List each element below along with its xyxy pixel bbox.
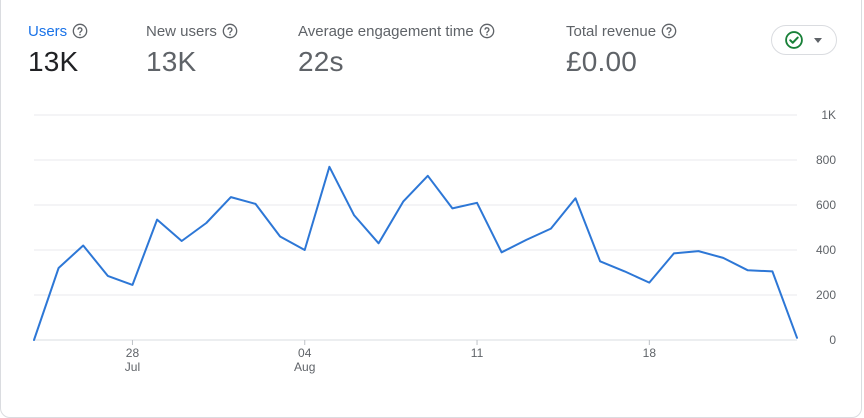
metric-users-label: Users <box>28 22 68 40</box>
metric-average-engagement-time-value: 22s <box>298 46 344 77</box>
x-tick-month-label: Aug <box>294 360 315 374</box>
y-tick-label: 1K <box>821 108 836 122</box>
x-tick-label: 28 <box>126 346 140 360</box>
series-line <box>33 165 798 341</box>
help-circle-icon[interactable] <box>661 23 677 39</box>
metric-average-engagement-time-label: Average engagement time <box>298 22 474 40</box>
y-tick-label: 400 <box>816 243 836 257</box>
help-circle-icon[interactable] <box>72 23 88 39</box>
y-tick-label: 0 <box>829 333 836 347</box>
metric-new-users[interactable]: New users 13K <box>146 20 238 78</box>
x-tick-label: 18 <box>643 346 657 360</box>
metric-average-engagement-time[interactable]: Average engagement time 22s <box>298 20 495 78</box>
metric-new-users-value: 13K <box>146 46 197 77</box>
y-tick-label: 600 <box>816 198 836 212</box>
check-circle-icon <box>785 31 803 49</box>
y-tick-label: 200 <box>816 288 836 302</box>
metric-total-revenue[interactable]: Total revenue £0.00 <box>566 20 677 78</box>
metric-new-users-label: New users <box>146 22 217 40</box>
x-tick-label: 11 <box>471 346 484 360</box>
x-tick-label: 04 <box>298 346 312 360</box>
x-tick-month-label: Jul <box>125 360 140 374</box>
data-quality-status-button[interactable] <box>771 25 837 55</box>
caret-down-icon <box>814 38 822 43</box>
users-line-chart: 0 200 400 600 800 1K 28 Jul 04 Aug 11 18 <box>0 100 864 390</box>
help-circle-icon[interactable] <box>222 23 238 39</box>
help-circle-icon[interactable] <box>479 23 495 39</box>
y-tick-label: 800 <box>816 153 836 167</box>
metric-total-revenue-value: £0.00 <box>566 46 638 77</box>
metric-total-revenue-label: Total revenue <box>566 22 657 40</box>
metric-users[interactable]: Users 13K <box>28 20 88 78</box>
metric-users-value: 13K <box>28 46 79 77</box>
